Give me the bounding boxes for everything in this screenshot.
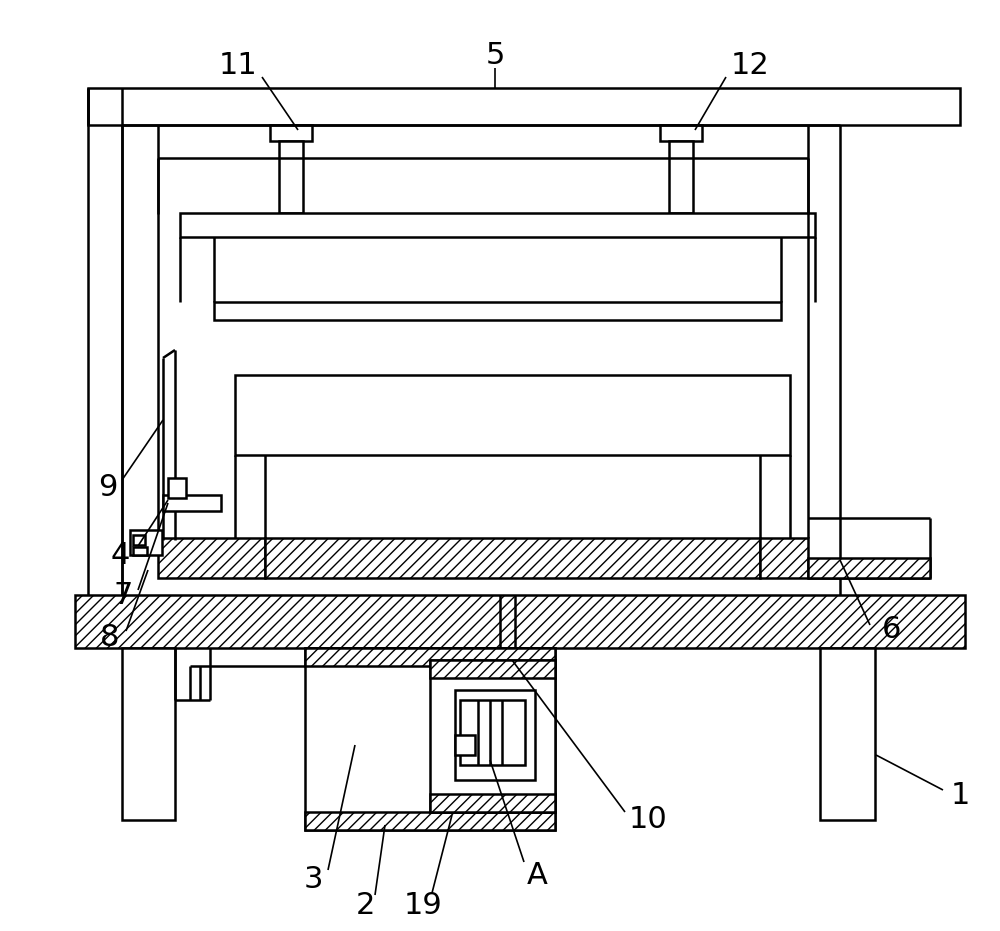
Bar bbox=[760, 538, 808, 578]
Bar bbox=[235, 375, 790, 455]
Bar bbox=[270, 125, 312, 141]
Bar bbox=[163, 495, 221, 511]
Bar bbox=[430, 660, 555, 812]
Bar bbox=[430, 794, 555, 812]
Bar bbox=[460, 700, 525, 765]
Bar bbox=[122, 648, 175, 820]
Bar bbox=[75, 595, 965, 648]
Text: 9: 9 bbox=[98, 474, 118, 503]
Text: 7: 7 bbox=[113, 582, 133, 611]
Bar bbox=[820, 648, 875, 820]
Bar bbox=[130, 530, 162, 555]
Bar bbox=[455, 735, 475, 755]
Text: 6: 6 bbox=[882, 615, 902, 644]
Text: 8: 8 bbox=[100, 624, 120, 653]
Bar bbox=[133, 535, 145, 545]
Text: A: A bbox=[527, 860, 547, 889]
Bar bbox=[305, 648, 555, 666]
Bar bbox=[455, 690, 535, 780]
Bar bbox=[669, 141, 693, 213]
Bar bbox=[133, 547, 147, 555]
Bar bbox=[279, 141, 303, 213]
Bar bbox=[88, 88, 960, 125]
Text: 5: 5 bbox=[485, 41, 505, 70]
Bar bbox=[180, 213, 815, 237]
Text: 3: 3 bbox=[303, 866, 323, 895]
Bar bbox=[214, 302, 781, 320]
Bar bbox=[305, 648, 555, 830]
Text: 10: 10 bbox=[629, 805, 667, 834]
Bar bbox=[305, 812, 555, 830]
Bar bbox=[430, 660, 555, 678]
Bar bbox=[158, 538, 265, 578]
Bar bbox=[265, 538, 760, 578]
Text: 2: 2 bbox=[355, 890, 375, 920]
Bar bbox=[168, 478, 186, 498]
Text: 1: 1 bbox=[950, 780, 970, 809]
Text: 19: 19 bbox=[404, 890, 442, 920]
Text: 12: 12 bbox=[731, 50, 769, 79]
Bar bbox=[808, 558, 930, 578]
Text: 11: 11 bbox=[219, 50, 257, 79]
Bar bbox=[660, 125, 702, 141]
Text: 4: 4 bbox=[110, 541, 130, 570]
